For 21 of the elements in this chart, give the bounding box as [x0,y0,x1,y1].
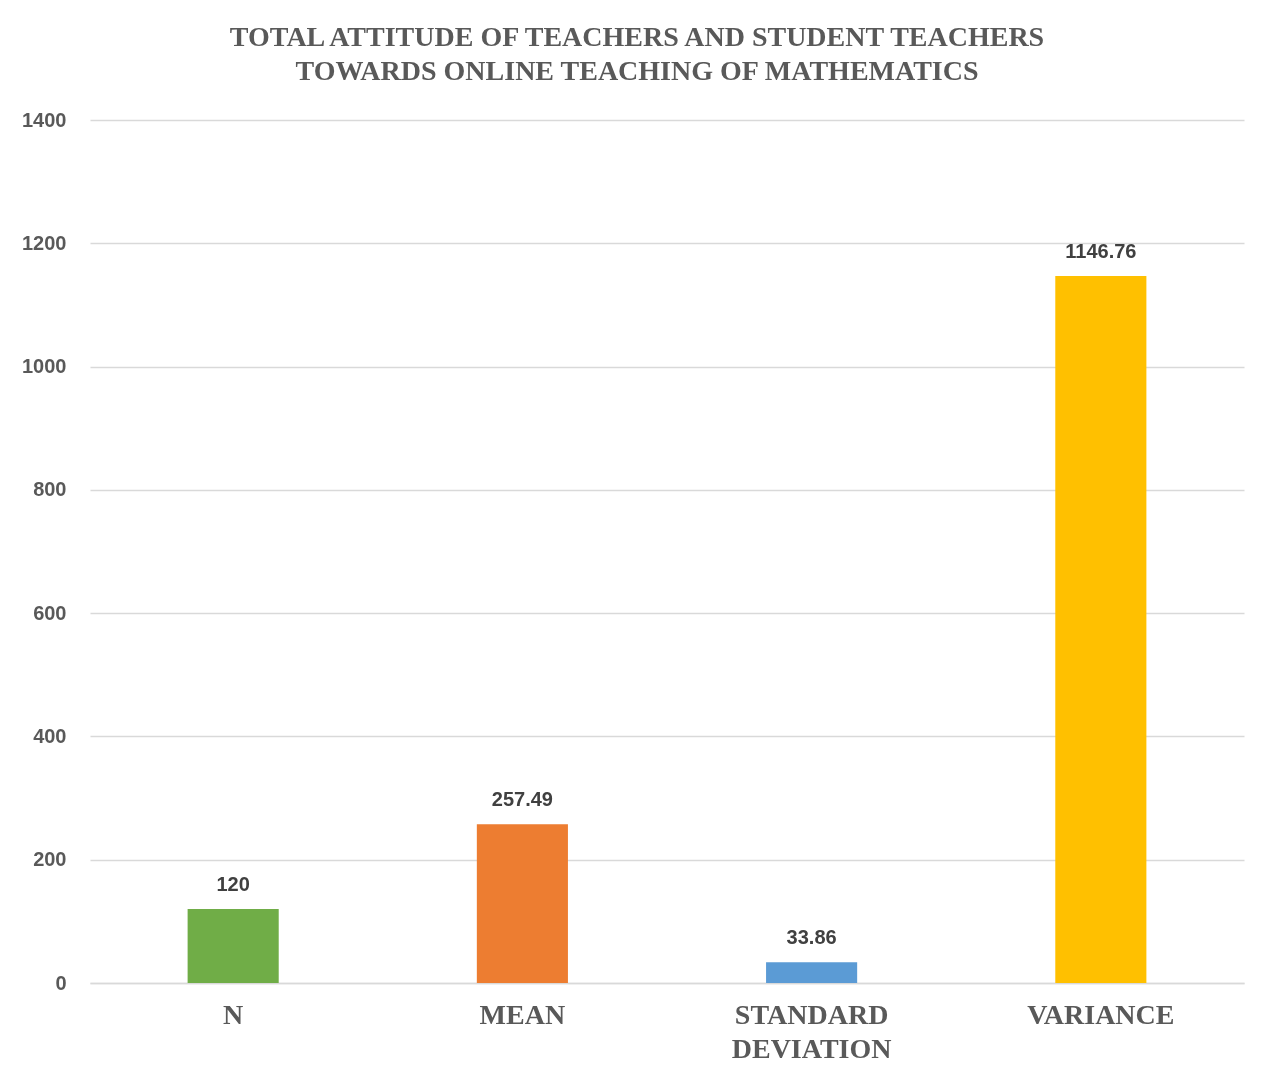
y-tick-label: 800 [33,478,67,501]
y-tick-label: 1200 [22,231,67,254]
y-tick-label: 1000 [22,355,67,378]
x-tick-label: VARIANCE [1027,998,1175,1030]
x-tick-label: STANDARD DEVIATION [731,998,892,1064]
data-label: 1146.76 [1065,240,1137,263]
chart-title: TOTAL ATTITUDE OF TEACHERS AND STUDENT TEACHERS TOWARDS ONLINE TEACHING OF MATHEMATICS [229,21,1045,86]
y-tick-label: 600 [33,601,67,624]
y-tick-label: 1400 [22,108,67,131]
x-tick-label: MEAN [479,998,566,1030]
bar [187,909,279,983]
y-tick-label: 400 [33,724,67,747]
y-tick-label: 0 [55,971,67,994]
data-label: 33.86 [786,926,837,949]
bar [1055,276,1147,983]
data-label: 257.49 [491,788,553,811]
bar [766,962,858,983]
bar [476,824,568,983]
y-tick-label: 200 [33,848,67,871]
data-label: 120 [216,873,250,896]
x-tick-label: N [223,998,244,1030]
